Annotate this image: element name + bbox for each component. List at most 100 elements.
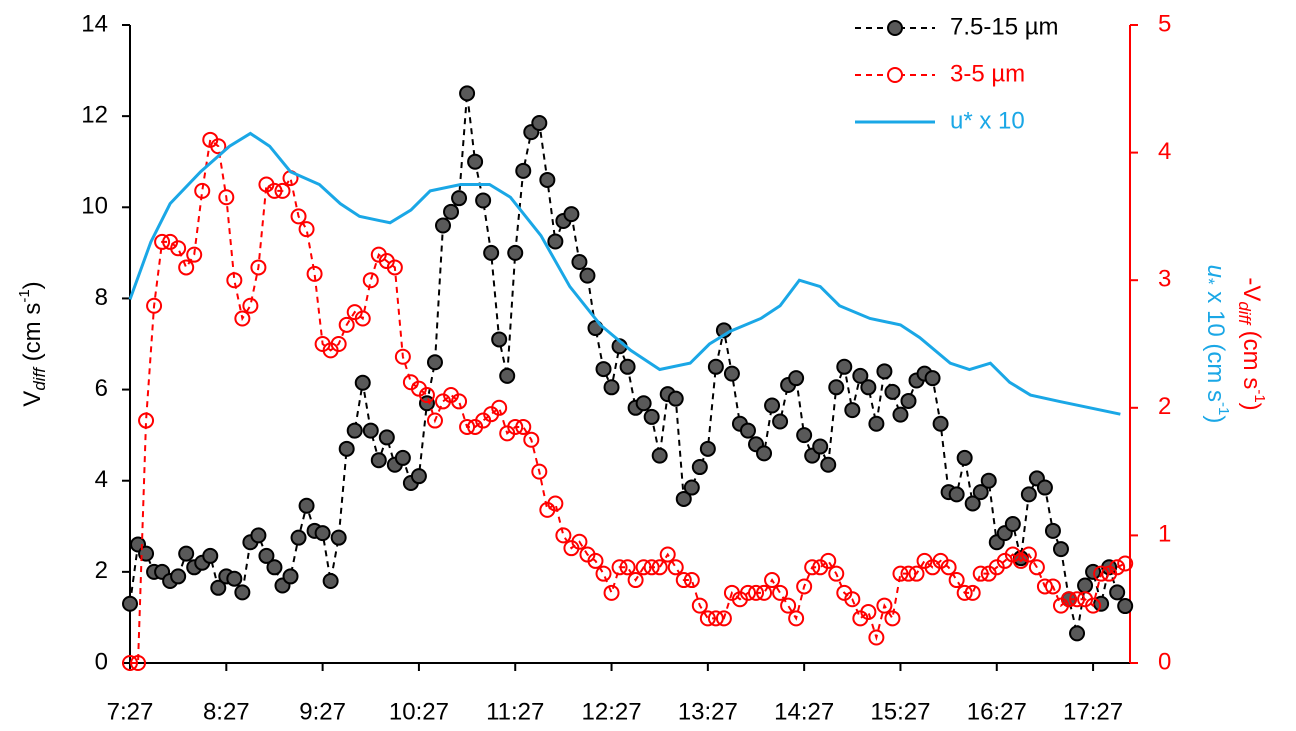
marker <box>1004 516 1021 533</box>
marker <box>346 422 363 439</box>
marker <box>354 310 371 327</box>
marker <box>515 162 532 179</box>
axis-label-part: diff <box>30 366 49 391</box>
marker <box>394 449 411 466</box>
axis-label-part: -1 <box>1215 402 1232 415</box>
axis-label-part: ) <box>1202 415 1229 423</box>
marker <box>499 367 516 384</box>
marker <box>876 597 893 614</box>
marker <box>226 272 243 289</box>
marker <box>852 367 869 384</box>
marker <box>1020 546 1037 563</box>
marker <box>900 565 917 582</box>
marker <box>370 452 387 469</box>
marker <box>274 182 291 199</box>
marker <box>1109 559 1126 576</box>
marker <box>739 422 756 439</box>
marker <box>675 490 692 507</box>
y2-tick-label: 1 <box>1158 521 1171 548</box>
axis-label-part: -V <box>1238 277 1265 301</box>
marker <box>788 370 805 387</box>
y-tick-label: 4 <box>95 466 108 493</box>
marker <box>804 559 821 576</box>
marker <box>378 429 395 446</box>
marker <box>627 572 644 589</box>
y2-tick-label: 3 <box>1158 266 1171 293</box>
marker <box>266 559 283 576</box>
marker <box>146 297 163 314</box>
marker <box>820 456 837 473</box>
marker <box>635 395 652 412</box>
marker <box>250 527 267 544</box>
marker <box>780 597 797 614</box>
marker <box>122 655 138 671</box>
marker <box>571 253 588 270</box>
marker <box>242 297 259 314</box>
marker <box>699 440 716 457</box>
marker <box>1117 598 1134 615</box>
marker <box>956 449 973 466</box>
y2-tick-label: 0 <box>1158 648 1171 675</box>
marker <box>964 584 981 601</box>
marker <box>699 610 716 627</box>
marker <box>443 203 460 220</box>
marker <box>980 472 997 489</box>
y-tick-label: 6 <box>95 375 108 402</box>
marker <box>266 182 283 199</box>
x-tick-label: 7:27 <box>107 698 154 725</box>
x-tick-label: 15:27 <box>870 698 930 725</box>
marker <box>1069 625 1086 642</box>
marker <box>290 208 307 225</box>
y-tick-label: 12 <box>81 101 108 128</box>
marker <box>844 402 861 419</box>
x-tick-label: 10:27 <box>389 698 449 725</box>
legend-label: u* x 10 <box>950 107 1025 134</box>
y-tick-label: 10 <box>81 193 108 220</box>
marker <box>1077 577 1094 594</box>
marker <box>571 533 588 550</box>
marker <box>595 565 612 582</box>
marker <box>539 171 556 188</box>
marker <box>635 559 652 576</box>
marker <box>579 267 596 284</box>
series-line <box>128 131 1121 416</box>
marker <box>707 610 724 627</box>
marker <box>483 244 500 261</box>
marker <box>691 597 708 614</box>
marker <box>651 447 668 464</box>
marker <box>523 431 540 448</box>
marker <box>972 484 989 501</box>
marker <box>1069 591 1086 608</box>
legend-marker <box>887 67 903 83</box>
axis-label-part: (cm s <box>1238 324 1265 389</box>
x-tick-label: 17:27 <box>1063 698 1123 725</box>
marker <box>314 525 331 542</box>
marker <box>836 358 853 375</box>
marker <box>1020 486 1037 503</box>
marker <box>1061 591 1078 608</box>
marker <box>603 584 620 601</box>
marker <box>426 412 443 429</box>
marker <box>764 397 781 414</box>
marker <box>587 552 604 569</box>
marker <box>683 479 700 496</box>
legend-label: 3-5 µm <box>950 60 1025 87</box>
marker <box>547 233 564 250</box>
marker <box>531 463 548 480</box>
marker <box>338 316 355 333</box>
marker <box>860 603 877 620</box>
marker <box>282 568 299 585</box>
marker <box>772 584 789 601</box>
marker <box>410 468 427 485</box>
marker <box>683 572 700 589</box>
marker <box>563 206 580 223</box>
marker <box>948 486 965 503</box>
marker <box>306 265 323 282</box>
marker <box>619 358 636 375</box>
marker <box>892 565 909 582</box>
marker <box>1044 578 1061 595</box>
axis-label-part: ) <box>1238 403 1265 411</box>
marker <box>338 440 355 457</box>
marker <box>1117 555 1134 572</box>
marker <box>210 138 227 155</box>
